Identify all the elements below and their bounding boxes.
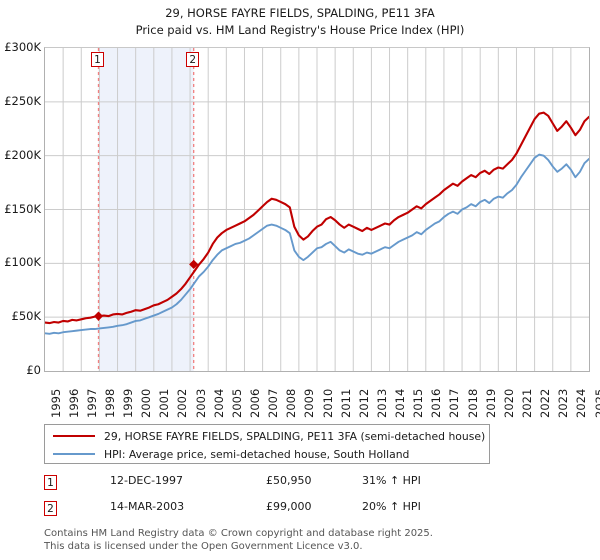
x-axis-tick-label: 2010 [320,388,335,418]
x-axis-tick-label: 1996 [66,388,81,418]
series-line-hpi [45,153,589,335]
chart-marker-1: 1 [90,52,104,67]
y-axis-tick-label: £300K [4,40,41,54]
x-axis-tick-label: 2004 [211,388,226,418]
x-axis-tick-label: 1998 [102,388,117,418]
x-axis-tick-label: 2011 [338,388,353,418]
x-axis-tick-label: 2007 [266,388,281,418]
x-axis-tick-label: 2000 [139,388,154,418]
page-title: 29, HORSE FAYRE FIELDS, SPALDING, PE11 3… [165,6,435,20]
y-axis-tick-label: £100K [4,255,41,270]
y-axis-tick-label: £50K [11,309,42,324]
x-axis-tick-label: 2017 [447,388,462,418]
page-subtitle: Price paid vs. HM Land Registry's House … [135,23,465,37]
legend-item-price-paid: 29, HORSE FAYRE FIELDS, SPALDING, PE11 3… [53,427,485,445]
x-axis-tick-label: 2012 [356,388,371,418]
footer-line-copyright: Contains HM Land Registry data © Crown c… [44,528,433,539]
transaction-hpi-delta: 20% ↑ HPI [362,500,421,513]
transaction-point-marker [93,311,104,321]
transaction-date: 12-DEC-1997 [110,474,184,487]
chart-legend: 29, HORSE FAYRE FIELDS, SPALDING, PE11 3… [44,424,490,464]
x-axis-tick-label: 2022 [538,388,553,418]
x-axis-tick-label: 2013 [374,388,389,418]
transaction-price: £50,950 [266,474,312,487]
x-axis-tick-label: 2001 [157,388,172,418]
footer-line-licence: This data is licensed under the Open Gov… [44,540,363,552]
legend-color-swatch-hpi [53,453,95,455]
transaction-marker-2: 2 [44,501,57,516]
transaction-marker-1: 1 [44,475,57,490]
x-axis-tick-label: 2025 [592,388,600,418]
chart-title-block: 29, HORSE FAYRE FIELDS, SPALDING, PE11 3… [0,0,600,39]
legend-label-hpi: HPI: Average price, semi-detached house,… [104,447,410,461]
y-axis-tick-label: £150K [4,201,41,216]
x-axis-tick-label: 2005 [229,388,244,418]
x-axis-tick-label: 1997 [84,388,99,418]
x-axis-tick-label: 2009 [302,388,317,418]
y-axis-tick-label: £250K [4,93,41,108]
x-axis-tick-label: 1995 [48,388,63,418]
x-axis-tick-label: 2015 [411,388,426,418]
x-axis-tick-label: 2014 [393,388,408,418]
transaction-date: 14-MAR-2003 [110,500,185,513]
x-axis-tick-label: 2020 [501,388,516,418]
x-axis-tick-label: 2019 [483,388,498,418]
x-axis-tick-label: 2003 [193,388,208,418]
x-axis-tick-label: 2024 [574,388,589,418]
legend-color-swatch-price-paid [53,435,95,437]
chart-marker-2: 2 [186,52,200,67]
plot-area [44,47,590,372]
x-axis-tick-label: 2023 [556,388,571,418]
transaction-row: 1 12-DEC-1997 £50,950 31% ↑ HPI [44,472,504,498]
x-axis-tick-label: 2018 [465,388,480,418]
transaction-list: 1 12-DEC-1997 £50,950 31% ↑ HPI 2 14-MAR… [44,472,504,524]
x-axis-tick-label: 2016 [429,388,444,418]
y-axis-tick-label: £200K [4,147,41,162]
x-axis-labels: 1995 1996 1997 1998 1999 2000 2001 2002 2003 2004… [0,374,600,422]
series-line-price-paid [45,111,589,325]
legend-label-price-paid: 29, HORSE FAYRE FIELDS, SPALDING, PE11 3… [104,429,486,443]
footer-attribution: Contains HM Land Registry data © Crown c… [44,528,564,553]
x-axis-tick-label: 1999 [121,388,136,418]
x-axis-tick-label: 2021 [519,388,534,418]
x-axis-tick-label: 2006 [247,388,262,418]
transaction-row: 2 14-MAR-2003 £99,000 20% ↑ HPI [44,498,504,524]
x-axis-tick-label: 2008 [284,388,299,418]
transaction-hpi-delta: 31% ↑ HPI [362,474,421,487]
transaction-price: £99,000 [266,500,312,513]
legend-item-hpi: HPI: Average price, semi-detached house,… [53,445,409,463]
chart-svg [45,48,589,371]
x-axis-tick-label: 2002 [175,388,190,418]
